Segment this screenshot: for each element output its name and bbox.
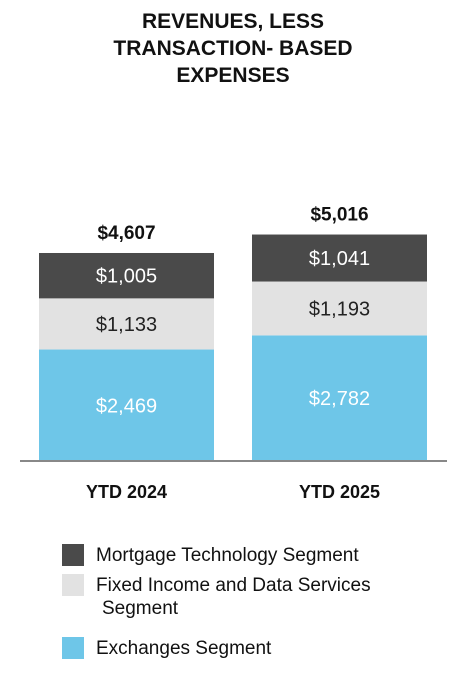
legend-label-exchanges: Exchanges Segment <box>96 638 272 659</box>
bar-mortgage-technology-segment-ytd-2025 <box>252 234 427 282</box>
chart-title: REVENUES, LESS TRANSACTION- BASED EXPENS… <box>0 8 466 89</box>
data-label-mortgage-technology-segment-ytd-2024: $1,005 <box>96 266 157 288</box>
bar-fixed-income-and-data-services-segment-ytd-2025 <box>252 281 427 336</box>
title-line-3: EXPENSES <box>176 64 290 87</box>
title-line-1: REVENUES, LESS <box>141 10 325 33</box>
legend-swatch-fixed-income <box>62 574 84 596</box>
data-label-fixed-income-and-data-services-segment-ytd-2024: $1,133 <box>96 314 157 336</box>
x-tick-label-ytd-2024: YTD 2024 <box>86 482 167 502</box>
total-label-ytd-2024: $4,607 <box>97 223 155 244</box>
x-tick-label-ytd-2025: YTD 2025 <box>299 482 380 502</box>
bar-fixed-income-and-data-services-segment-ytd-2024 <box>39 298 214 350</box>
legend-swatch-mortgage <box>62 544 84 566</box>
legend-label-mortgage: Mortgage Technology Segment <box>96 545 359 566</box>
legend-label-fixed-income: Fixed Income and Data Services Segment <box>96 575 371 619</box>
stacked-bar-chart: $2,469 $1,133 $1,005 $4,607 YTD 2024 $2,782 $1… <box>20 205 447 502</box>
bar-exchanges-segment-ytd-2025 <box>252 335 427 461</box>
bar-mortgage-technology-segment-ytd-2024 <box>39 252 214 299</box>
title-line-2: TRANSACTION- BASED <box>113 37 353 60</box>
data-label-mortgage-technology-segment-ytd-2025: $1,041 <box>309 248 370 270</box>
bar-exchanges-segment-ytd-2024 <box>39 349 214 461</box>
legend-swatch-exchanges <box>62 637 84 659</box>
data-label-exchanges-segment-ytd-2024: $2,469 <box>96 395 157 417</box>
total-label-ytd-2025: $5,016 <box>310 205 368 226</box>
data-label-fixed-income-and-data-services-segment-ytd-2025: $1,193 <box>309 298 370 320</box>
data-label-exchanges-segment-ytd-2025: $2,782 <box>309 388 370 410</box>
